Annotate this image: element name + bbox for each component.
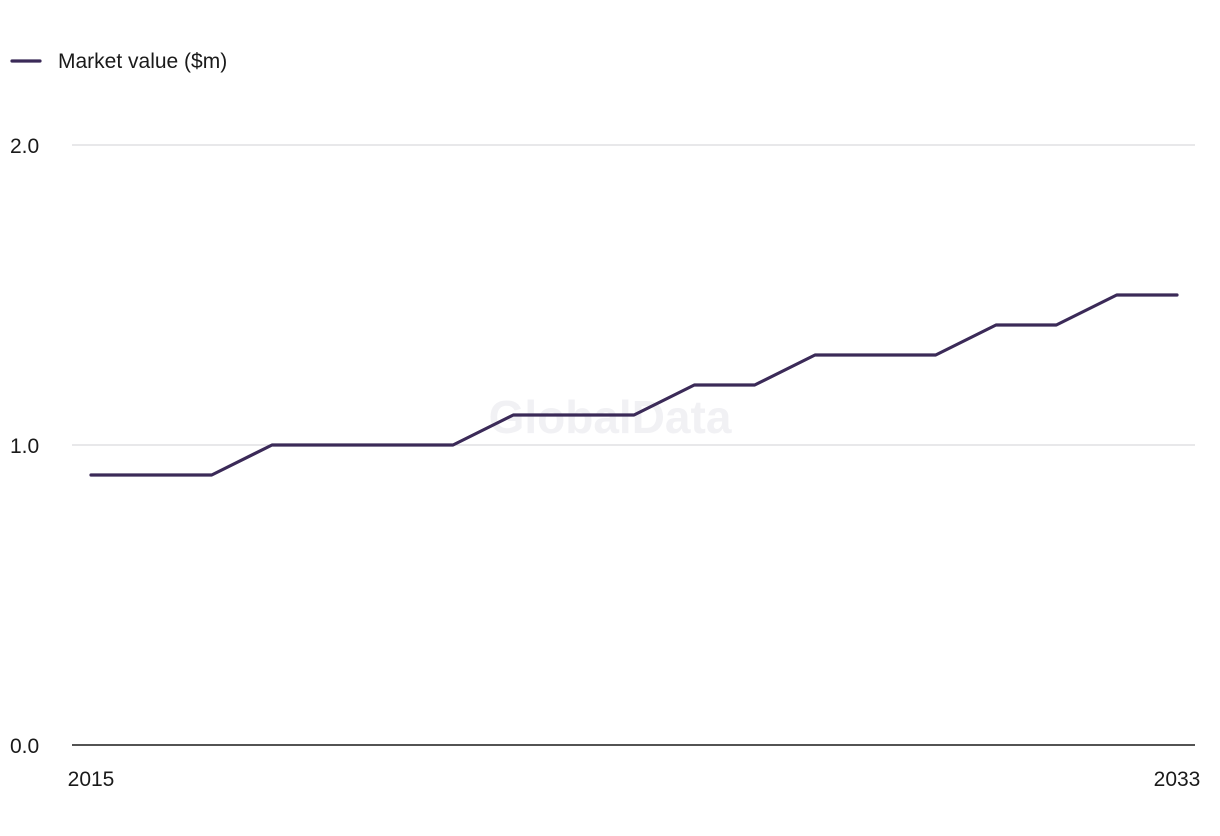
watermark: GlobalData <box>489 391 732 443</box>
series-group <box>89 293 1179 477</box>
legend-label: Market value ($m) <box>58 50 227 73</box>
y-tick-label: 0.0 <box>10 735 39 758</box>
y-tick-label: 2.0 <box>10 135 39 158</box>
y-axis-ticks: 0.0 1.0 2.0 <box>10 135 39 758</box>
y-tick-label: 1.0 <box>10 435 39 458</box>
series-line <box>89 293 1179 477</box>
legend: Market value ($m) <box>10 50 227 73</box>
x-tick-label: 2033 <box>1154 768 1201 791</box>
gridlines <box>72 144 1195 446</box>
x-axis-ticks: 2015 2033 <box>68 768 1201 791</box>
x-tick-label: 2015 <box>68 768 115 791</box>
